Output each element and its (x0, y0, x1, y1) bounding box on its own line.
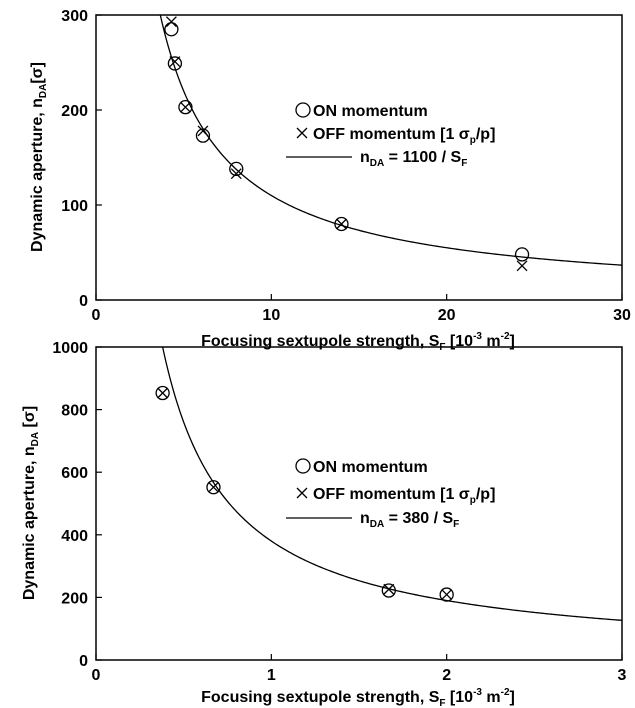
bottom-off-momentum-point (441, 589, 453, 601)
top-on-momentum-point (195, 128, 211, 143)
bottom-legend: ON momentum OFF momentum [1 σp/p] nDA = … (286, 458, 495, 530)
bottom-plot-frame (95, 346, 623, 661)
top-on-momentum-point (164, 22, 179, 37)
top-legend-off-label: OFF momentum [1 σp/p] (313, 126, 495, 146)
top-off-momentum-point (165, 16, 177, 28)
top-x-axis-label: Focusing sextupole strength, SF [10-3 m-… (201, 331, 515, 353)
top-fit-line (159, 14, 623, 266)
bottom-y-tick-label: 1000 (52, 340, 88, 357)
top-legend-fit-label: nDA = 1100 / SF (360, 149, 467, 169)
bottom-on-momentum-point (206, 480, 221, 495)
bottom-data-points (155, 385, 454, 602)
top-off-momentum-point (197, 125, 209, 137)
top-plot-frame (95, 14, 623, 301)
top-x-tick-label: 10 (262, 307, 280, 324)
bottom-y-axis-label: Dynamic aperture, nDA [σ] (21, 406, 41, 600)
bottom-x-axis-label: Focusing sextupole strength, SF [10-3 m-… (201, 687, 515, 708)
bottom-legend-off-label: OFF momentum [1 σp/p] (313, 486, 495, 506)
top-legend-on-label: ON momentum (313, 103, 428, 120)
top-y-tick-label: 0 (79, 293, 88, 310)
bottom-y-tick-label: 600 (61, 465, 88, 482)
bottom-fit-line (161, 346, 623, 621)
top-off-momentum-point (516, 260, 528, 272)
bottom-fit-curve (161, 346, 623, 621)
top-legend-circle-marker (295, 102, 311, 118)
top-on-momentum-point (178, 100, 193, 115)
bottom-legend-circle-marker (295, 458, 311, 474)
top-legend-x-marker (296, 127, 308, 139)
top-off-momentum-point (169, 56, 181, 68)
top-y-tick-label: 100 (61, 198, 88, 215)
top-on-momentum-point (334, 216, 349, 232)
bottom-y-tick-label: 0 (79, 653, 88, 670)
top-fit-curve (159, 14, 623, 266)
bottom-ticks: 0 1 2 3 0 200 400 600 800 1000 (52, 340, 626, 684)
bottom-y-tick-label: 200 (61, 590, 88, 607)
bottom-legend-on-label: ON momentum (313, 459, 428, 476)
bottom-y-tick-label: 800 (61, 403, 88, 420)
bottom-legend-x-marker (296, 487, 308, 499)
top-on-momentum-point (229, 161, 244, 177)
top-y-tick-label: 200 (61, 103, 88, 120)
top-y-axis-label: Dynamic aperture, nDA[σ] (29, 62, 49, 252)
bottom-on-momentum-point (155, 385, 170, 401)
bottom-on-momentum-point (439, 587, 454, 602)
top-on-momentum-point (514, 247, 530, 262)
bottom-y-tick-label: 400 (61, 528, 88, 545)
bottom-x-tick-label: 0 (92, 667, 101, 684)
bottom-legend-fit-label: nDA = 380 / SF (360, 510, 459, 530)
top-x-tick-label: 0 (92, 307, 101, 324)
bottom-off-momentum-point (157, 387, 169, 399)
top-on-momentum-point (167, 56, 183, 71)
top-off-momentum-point (230, 168, 242, 180)
top-legend: ON momentum OFF momentum [1 σp/p] nDA = … (286, 102, 495, 169)
bottom-x-tick-label: 1 (267, 667, 276, 684)
bottom-x-tick-label: 2 (442, 667, 451, 684)
bottom-off-momentum-point (208, 481, 219, 493)
top-off-momentum-point (179, 101, 191, 113)
bottom-chart: 0 1 2 3 0 200 400 600 800 1000 Dynamic aperture, … (21, 340, 627, 708)
bottom-on-momentum-point (381, 583, 396, 598)
top-x-tick-label: 30 (613, 307, 631, 324)
top-x-tick-label: 20 (438, 307, 456, 324)
bottom-off-momentum-point (383, 583, 395, 595)
top-data-points (164, 16, 530, 272)
bottom-x-tick-label: 3 (618, 667, 627, 684)
top-y-tick-label: 300 (61, 8, 88, 25)
top-off-momentum-point (336, 218, 347, 230)
